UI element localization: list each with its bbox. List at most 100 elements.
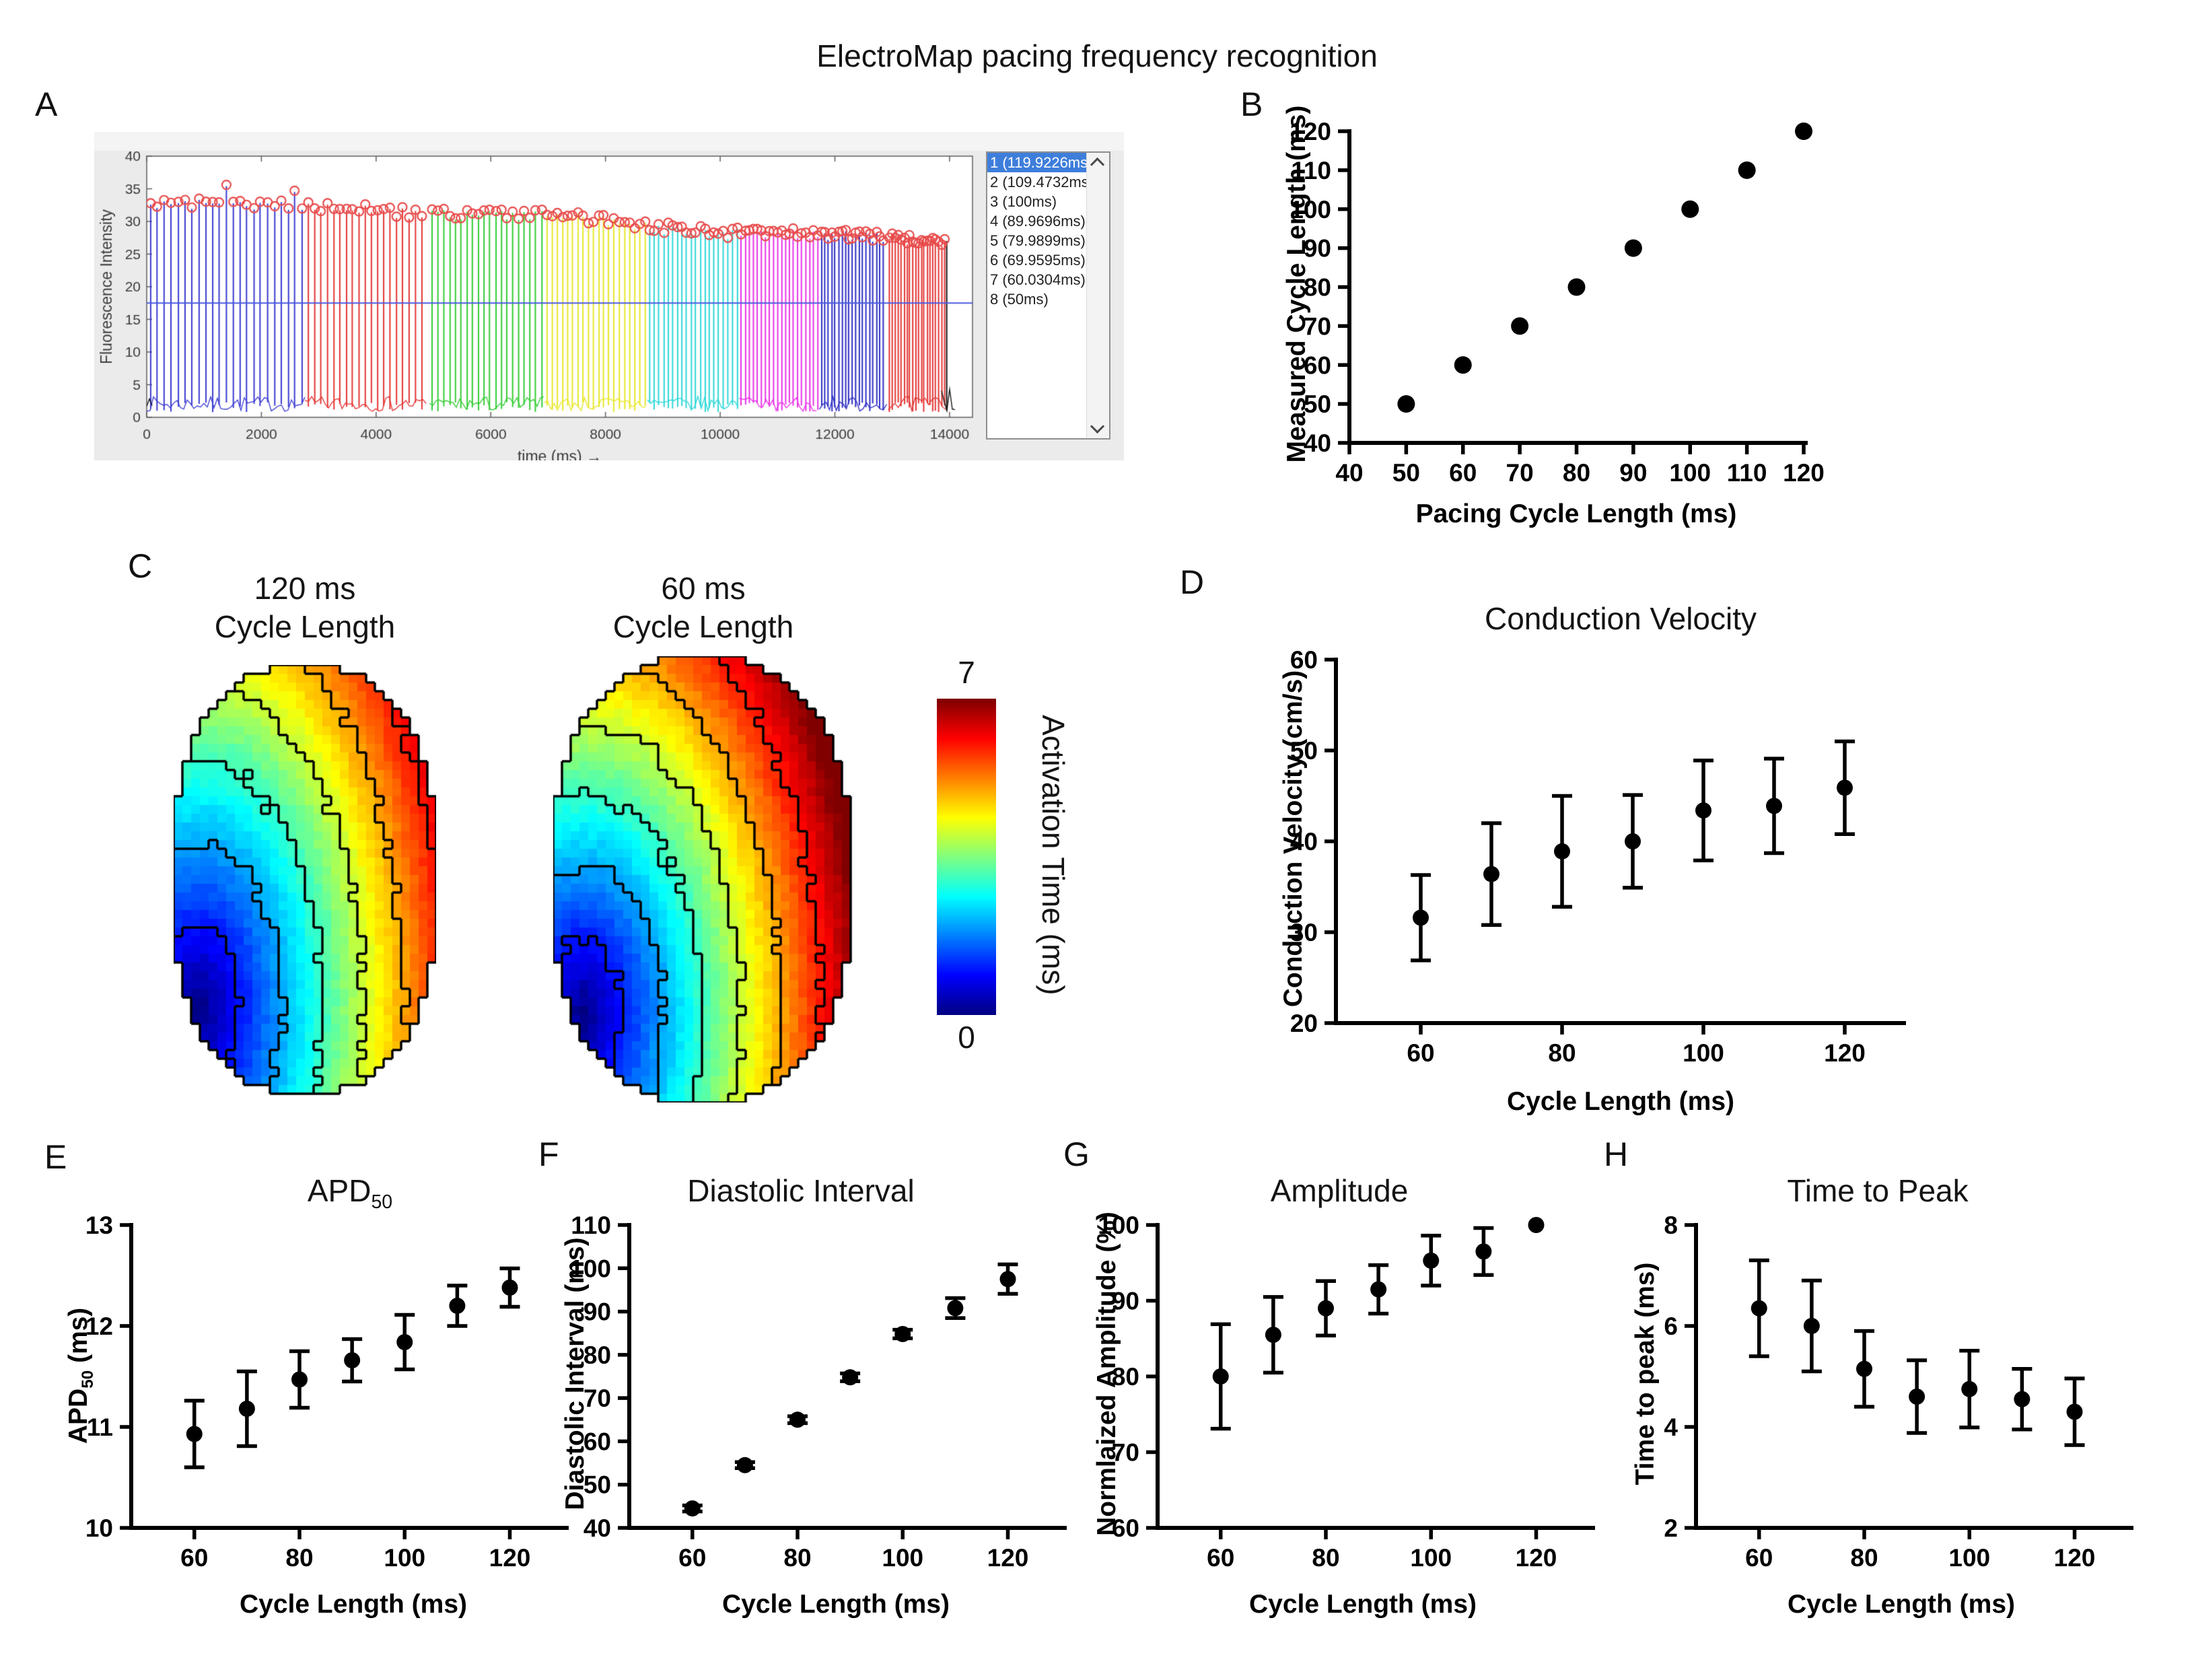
scatter-plot-f: 60 80 100 120 40 50 60 70 80 90 100 110 bbox=[569, 1212, 1067, 1572]
svg-text:13: 13 bbox=[85, 1212, 113, 1239]
svg-text:60: 60 bbox=[1112, 1514, 1139, 1542]
listbox-item[interactable]: 7 (60.0304ms) bbox=[990, 271, 1086, 288]
panel-label-d: D bbox=[1180, 563, 1205, 601]
listbox-item[interactable]: 4 (89.9696ms) bbox=[990, 213, 1086, 230]
svg-text:100: 100 bbox=[882, 1544, 923, 1572]
svg-text:80: 80 bbox=[783, 1544, 811, 1572]
svg-text:60: 60 bbox=[1449, 459, 1477, 487]
panel-label-c: C bbox=[128, 547, 153, 585]
svg-text:50: 50 bbox=[1304, 390, 1331, 418]
e-ylabel-suffix: (ms) bbox=[64, 1307, 94, 1370]
panel-label-e: E bbox=[44, 1138, 67, 1176]
panel-label-h: H bbox=[1604, 1135, 1629, 1173]
h-title: Time to Peak bbox=[1787, 1173, 1969, 1208]
panel-label-g: G bbox=[1063, 1135, 1090, 1173]
g-xaxis-label: Cycle Length (ms) bbox=[1248, 1590, 1477, 1619]
scatter-plot-b: 40 50 60 70 80 90 100 110 120 40 50 60 70 80 90 100 110 1… bbox=[1290, 118, 1825, 487]
svg-text:12: 12 bbox=[85, 1312, 113, 1340]
map-title-60ms-line1: 60 ms bbox=[661, 571, 746, 606]
svg-text:120: 120 bbox=[1783, 459, 1825, 487]
svg-text:90: 90 bbox=[1304, 235, 1331, 262]
panel-label-a: A bbox=[35, 85, 58, 123]
activation-map-60ms bbox=[553, 656, 853, 1102]
svg-text:100: 100 bbox=[1948, 1544, 1990, 1572]
svg-text:50: 50 bbox=[1290, 737, 1318, 765]
svg-text:40: 40 bbox=[1335, 459, 1363, 487]
svg-text:120: 120 bbox=[987, 1544, 1029, 1572]
svg-text:120: 120 bbox=[1290, 118, 1331, 145]
svg-text:80: 80 bbox=[1112, 1363, 1139, 1391]
svg-text:70: 70 bbox=[1304, 312, 1331, 340]
listbox-item[interactable]: 3 (100ms) bbox=[990, 193, 1057, 210]
svg-text:60: 60 bbox=[1207, 1544, 1234, 1572]
listbox-scrollbar[interactable] bbox=[1086, 153, 1109, 438]
b-yaxis-label: Measured Cycle Length (ms) bbox=[1282, 105, 1311, 463]
e-ylabel-main: APD bbox=[64, 1388, 94, 1444]
listbox-item[interactable]: 1 (119.9226ms) bbox=[987, 153, 1086, 172]
svg-text:70: 70 bbox=[1112, 1439, 1139, 1467]
svg-text:80: 80 bbox=[1548, 1039, 1576, 1067]
svg-text:90: 90 bbox=[584, 1298, 611, 1326]
svg-text:70: 70 bbox=[584, 1385, 611, 1412]
colorbar-max-label: 7 bbox=[958, 655, 975, 690]
svg-text:100: 100 bbox=[384, 1544, 425, 1572]
svg-text:4: 4 bbox=[1664, 1413, 1678, 1441]
svg-text:80: 80 bbox=[584, 1341, 611, 1369]
svg-text:90: 90 bbox=[1112, 1288, 1139, 1315]
g-yaxis-label: Normlaized Amplitude (%) bbox=[1092, 1212, 1121, 1536]
svg-text:60: 60 bbox=[1407, 1039, 1434, 1067]
svg-text:6: 6 bbox=[1664, 1312, 1678, 1340]
d-title: Conduction Velocity bbox=[1484, 601, 1757, 636]
svg-text:110: 110 bbox=[1291, 157, 1331, 184]
svg-text:80: 80 bbox=[1304, 274, 1331, 302]
map-title-120ms-line2: Cycle Length bbox=[214, 609, 396, 644]
scroll-down-arrow-icon[interactable] bbox=[1090, 419, 1105, 434]
svg-text:60: 60 bbox=[1745, 1544, 1773, 1572]
svg-text:40: 40 bbox=[584, 1514, 611, 1542]
svg-text:40: 40 bbox=[1304, 429, 1331, 457]
svg-text:120: 120 bbox=[1824, 1039, 1866, 1067]
listbox-item[interactable]: 2 (109.4732ms) bbox=[990, 174, 1086, 190]
colorbar-min-label: 0 bbox=[958, 1020, 975, 1055]
svg-text:100: 100 bbox=[1098, 1212, 1139, 1239]
scroll-up-arrow-icon[interactable] bbox=[1090, 157, 1105, 172]
activation-colorbar bbox=[937, 699, 996, 1015]
e-yaxis-label: APD50 (ms) bbox=[64, 1208, 98, 1544]
panel-label-b: B bbox=[1240, 85, 1263, 123]
svg-text:20: 20 bbox=[1290, 1010, 1318, 1037]
listbox-items: 1 (119.9226ms) 2 (109.4732ms) 3 (100ms) 4 (… bbox=[987, 153, 1086, 438]
svg-text:10: 10 bbox=[85, 1514, 113, 1542]
svg-text:8: 8 bbox=[1664, 1212, 1678, 1239]
svg-text:100: 100 bbox=[1290, 196, 1331, 223]
e-ylabel-sub: 50 bbox=[78, 1370, 97, 1389]
svg-text:110: 110 bbox=[571, 1212, 611, 1239]
figure-title: ElectroMap pacing frequency recognition bbox=[816, 38, 1378, 73]
svg-text:100: 100 bbox=[1669, 459, 1711, 487]
listbox-item[interactable]: 8 (50ms) bbox=[990, 291, 1049, 308]
listbox-item[interactable]: 6 (69.9595ms) bbox=[990, 252, 1086, 269]
scatter-plot-d: 60 80 100 120 20 30 40 50 60 bbox=[1290, 646, 1906, 1067]
svg-text:100: 100 bbox=[1683, 1039, 1724, 1067]
svg-text:90: 90 bbox=[1619, 459, 1647, 487]
svg-text:80: 80 bbox=[1563, 459, 1590, 487]
colorbar-axis-label: Activation Time (ms) bbox=[1036, 714, 1071, 995]
svg-text:120: 120 bbox=[489, 1544, 531, 1572]
f-xaxis-label: Cycle Length (ms) bbox=[721, 1590, 950, 1619]
scatter-plot-g: 60 80 100 120 60 70 80 90 100 bbox=[1098, 1212, 1595, 1572]
map-title-120ms-line1: 120 ms bbox=[254, 571, 356, 606]
e-title: APD50 bbox=[114, 1172, 586, 1214]
map-title-60ms-line2: Cycle Length bbox=[612, 609, 794, 644]
h-yaxis-label: Time to peak (ms) bbox=[1631, 1262, 1660, 1485]
svg-text:70: 70 bbox=[1506, 459, 1534, 487]
svg-text:60: 60 bbox=[584, 1428, 611, 1455]
listbox-item[interactable]: 5 (79.9899ms) bbox=[990, 232, 1086, 249]
e-title-sub: 50 bbox=[371, 1191, 393, 1214]
svg-text:50: 50 bbox=[1392, 459, 1420, 487]
svg-text:50: 50 bbox=[584, 1471, 611, 1499]
svg-text:60: 60 bbox=[180, 1544, 208, 1572]
svg-text:2: 2 bbox=[1664, 1514, 1678, 1542]
svg-text:60: 60 bbox=[1304, 351, 1331, 379]
svg-text:80: 80 bbox=[1850, 1544, 1878, 1572]
h-xaxis-label: Cycle Length (ms) bbox=[1787, 1590, 2016, 1619]
